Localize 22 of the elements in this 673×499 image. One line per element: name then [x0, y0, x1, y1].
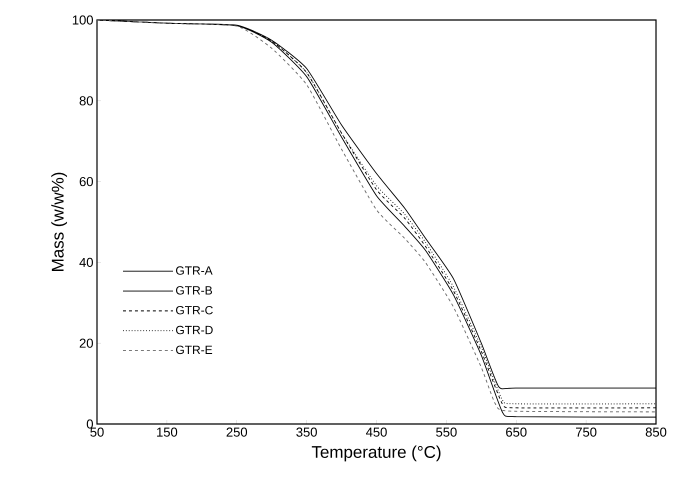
- legend-label: GTR-E: [176, 346, 212, 354]
- y-tick-label: 80: [80, 96, 93, 106]
- legend-label: GTR-B: [176, 286, 212, 295]
- y-tick-label: 60: [80, 177, 93, 186]
- y-tick-label: 0: [86, 419, 93, 429]
- y-axis-title: Mass (w/w%): [51, 172, 68, 271]
- x-tick-label: 250: [226, 428, 248, 437]
- x-tick-label: 450: [366, 428, 387, 437]
- x-tick-label: 50: [90, 428, 104, 437]
- x-tick-label: 550: [436, 428, 457, 437]
- x-tick-label: 850: [646, 428, 666, 437]
- x-tick-label: 150: [157, 428, 178, 437]
- y-tick-label: 20: [80, 338, 93, 348]
- legend-label: GTR-D: [176, 326, 213, 334]
- y-tick-label: 100: [72, 15, 93, 25]
- x-tick-label: 350: [296, 428, 317, 437]
- legend-label: GTR-C: [176, 306, 213, 314]
- x-axis-title: Temperature (°C): [312, 446, 440, 462]
- x-tick-label: 650: [506, 428, 527, 437]
- y-tick-label: 40: [79, 258, 93, 267]
- legend-label: GTR-A: [176, 266, 213, 275]
- x-tick-label: 750: [576, 428, 596, 437]
